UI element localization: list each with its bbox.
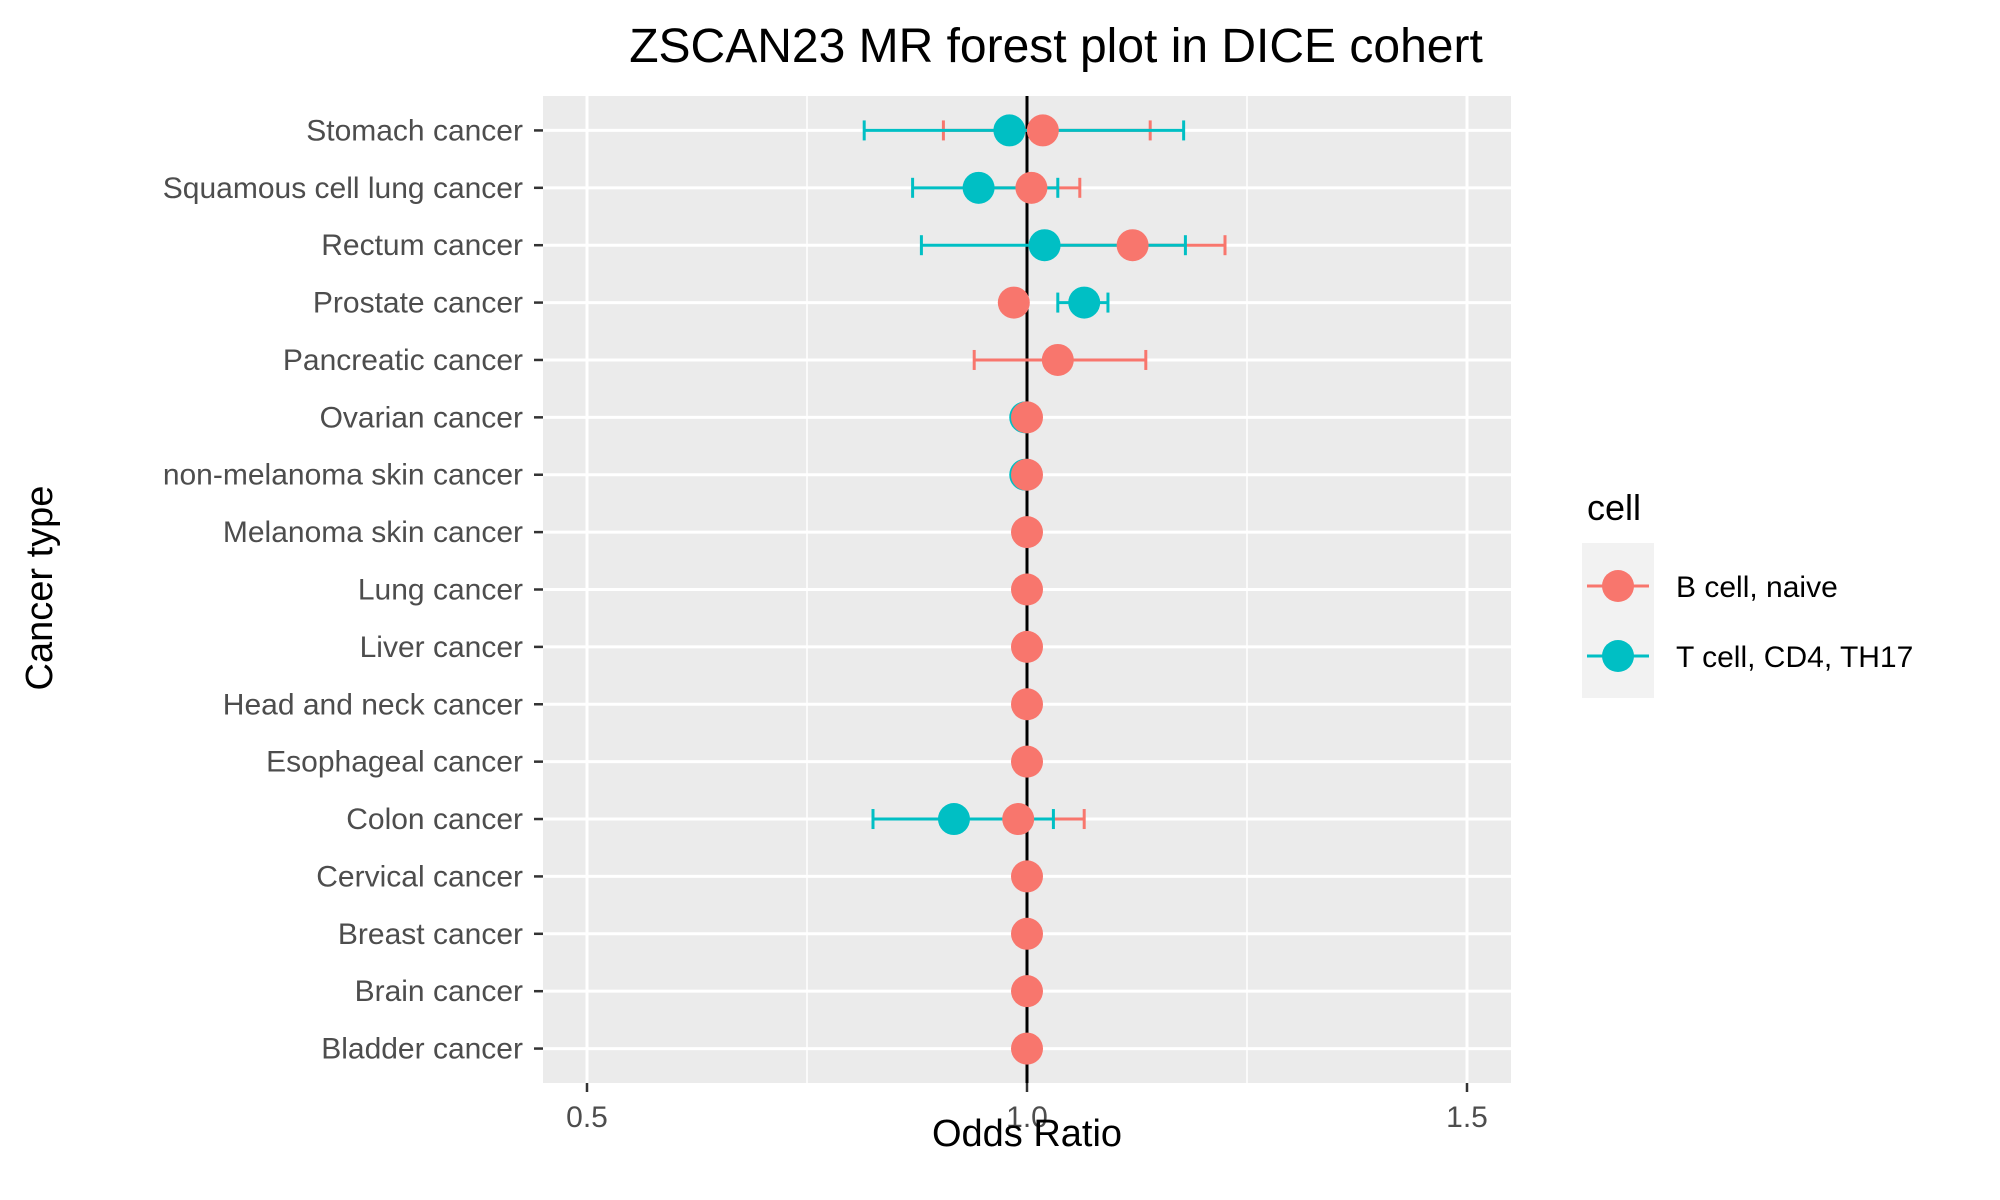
y-tick-label: Squamous cell lung cancer: [163, 172, 523, 205]
data-point: [1015, 171, 1048, 204]
y-tick-label: Bladder cancer: [321, 1033, 523, 1066]
y-tick-label: Liver cancer: [360, 631, 523, 664]
y-tick-label: Pancreatic cancer: [283, 344, 523, 377]
legend-item: T cell, CD4, TH17: [1587, 640, 1913, 674]
legend-key-background: [1582, 543, 1654, 698]
x-tick-label: 1.5: [1446, 1101, 1488, 1134]
y-tick-label: Breast cancer: [338, 918, 523, 951]
data-point: [1011, 1032, 1043, 1065]
data-point: [1011, 745, 1043, 778]
data-point: [1011, 860, 1043, 893]
y-tick-label: Stomach cancer: [306, 114, 523, 147]
data-point: [1026, 114, 1059, 147]
data-point: [1041, 343, 1074, 376]
y-tick-label: non-melanoma skin cancer: [163, 459, 523, 492]
x-axis: 0.5 1.0 1.5: [566, 1083, 1488, 1134]
legend-key-point: [1602, 570, 1634, 602]
y-tick-label: Rectum cancer: [321, 229, 523, 262]
y-tick-label: Esophageal cancer: [266, 746, 523, 779]
legend-key-point: [1602, 640, 1634, 672]
legend-title: cell: [1587, 487, 1641, 528]
data-point: [1116, 229, 1149, 262]
legend-label: B cell, naive: [1676, 571, 1838, 604]
x-axis-title: Odds Ratio: [932, 1113, 1122, 1155]
data-point: [962, 171, 995, 204]
y-tick-label: Ovarian cancer: [320, 401, 523, 434]
y-tick-label: Head and neck cancer: [223, 688, 523, 721]
y-tick-label: Cervical cancer: [316, 860, 523, 893]
data-point: [1011, 975, 1043, 1008]
chart-title: ZSCAN23 MR forest plot in DICE cohert: [629, 20, 1483, 73]
y-axis-title: Cancer type: [19, 486, 61, 691]
x-tick-label: 0.5: [566, 1101, 608, 1134]
data-point: [1011, 458, 1043, 491]
data-point: [1011, 401, 1043, 434]
legend: cell B cell, naive T cell, CD4, TH17: [1582, 487, 1913, 698]
data-point: [1011, 688, 1043, 721]
y-axis: Stomach cancer Squamous cell lung cancer R…: [163, 114, 543, 1066]
legend-item: B cell, naive: [1587, 570, 1838, 604]
data-point: [1011, 573, 1043, 606]
data-point: [1011, 516, 1043, 549]
data-marks: [862, 114, 1227, 1065]
y-tick-label: Brain cancer: [355, 975, 523, 1008]
data-point: [993, 114, 1026, 147]
y-tick-label: Lung cancer: [358, 574, 523, 607]
data-point: [1068, 286, 1101, 319]
data-point: [937, 803, 970, 836]
data-point: [1011, 630, 1043, 663]
x-tick-label: 1.0: [1006, 1101, 1048, 1134]
legend-label: T cell, CD4, TH17: [1676, 641, 1913, 674]
data-point: [1028, 229, 1061, 262]
y-tick-label: Colon cancer: [346, 803, 523, 836]
y-tick-label: Melanoma skin cancer: [223, 516, 523, 549]
y-tick-label: Prostate cancer: [313, 287, 523, 320]
data-point: [997, 286, 1030, 319]
data-point: [1011, 917, 1043, 950]
data-point: [1002, 803, 1035, 836]
